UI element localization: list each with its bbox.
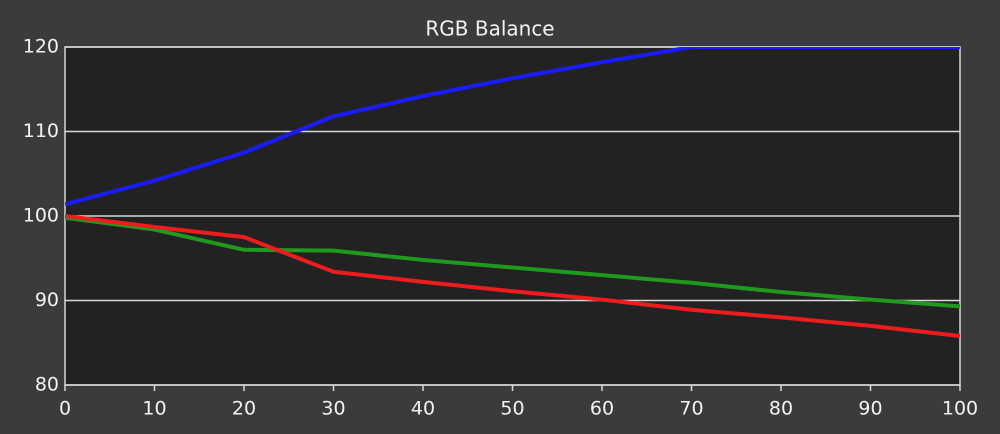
- x-tick-label: 80: [769, 398, 793, 420]
- x-tick-label: 50: [500, 398, 524, 420]
- x-tick-label: 90: [858, 398, 882, 420]
- chart-title: RGB Balance: [425, 17, 554, 41]
- x-tick-label: 60: [590, 398, 614, 420]
- x-tick-label: 30: [321, 398, 345, 420]
- y-tick-label: 80: [35, 374, 59, 396]
- series-line: [65, 215, 960, 309]
- y-tick-label: 120: [23, 36, 59, 58]
- y-tick-label: 110: [23, 120, 59, 142]
- x-tick-label: 10: [142, 398, 166, 420]
- x-tick-label: 70: [679, 398, 703, 420]
- x-tick-label: 0: [59, 398, 71, 420]
- y-tick-label: 90: [35, 289, 59, 311]
- x-tick-label: 40: [411, 398, 435, 420]
- x-tick-label: 100: [942, 398, 978, 420]
- x-tick-label: 20: [232, 398, 256, 420]
- y-tick-label: 100: [23, 205, 59, 227]
- series-line: [65, 214, 960, 338]
- series-line: [65, 47, 960, 207]
